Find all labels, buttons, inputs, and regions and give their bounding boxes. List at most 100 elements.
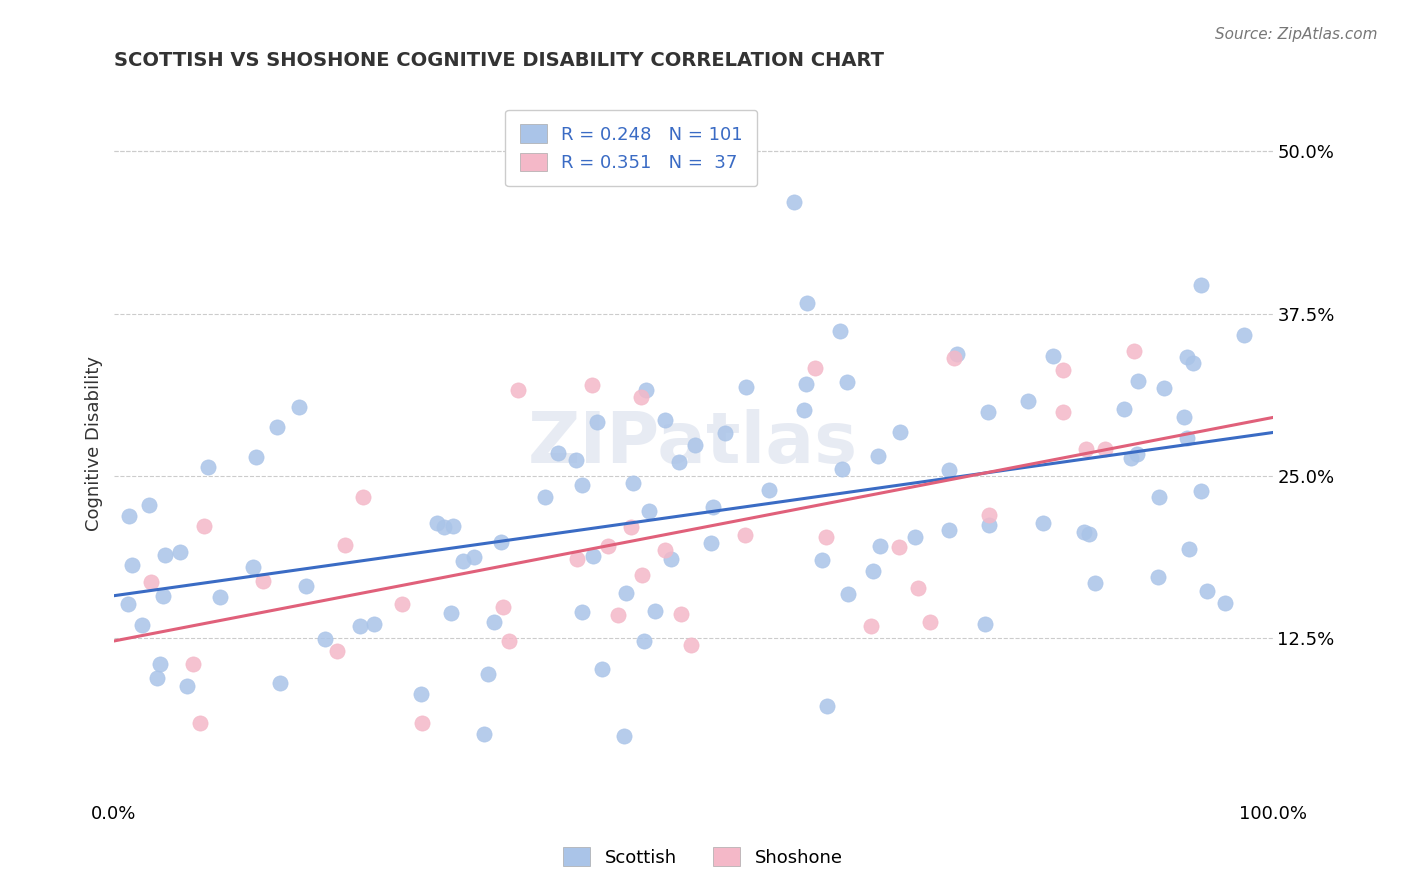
Point	[783, 194, 806, 209]
Point	[918, 615, 941, 630]
Point	[679, 638, 702, 652]
Point	[582, 549, 605, 563]
Point	[118, 508, 141, 523]
Point	[1175, 431, 1198, 445]
Point	[269, 676, 291, 690]
Point	[498, 633, 520, 648]
Point	[606, 608, 628, 623]
Point	[491, 534, 513, 549]
Point	[734, 528, 756, 542]
Point	[1077, 526, 1099, 541]
Point	[889, 425, 911, 439]
Point	[571, 605, 593, 619]
Point	[1213, 596, 1236, 610]
Point	[1084, 576, 1107, 591]
Point	[1032, 516, 1054, 530]
Point	[1147, 570, 1170, 584]
Point	[117, 597, 139, 611]
Point	[1189, 484, 1212, 499]
Point	[492, 600, 515, 615]
Point	[314, 632, 336, 646]
Point	[644, 604, 666, 618]
Point	[1123, 344, 1146, 359]
Point	[654, 412, 676, 426]
Point	[621, 476, 644, 491]
Point	[907, 581, 929, 595]
Point	[1052, 405, 1074, 419]
Point	[1191, 278, 1213, 293]
Point	[149, 657, 172, 671]
Point	[138, 498, 160, 512]
Point	[633, 634, 655, 648]
Point	[631, 568, 654, 582]
Point	[208, 590, 231, 604]
Point	[193, 519, 215, 533]
Point	[295, 579, 318, 593]
Point	[614, 586, 637, 600]
Point	[508, 383, 530, 397]
Point	[335, 538, 357, 552]
Point	[325, 644, 347, 658]
Point	[581, 377, 603, 392]
Point	[441, 518, 464, 533]
Text: ZIPatlas: ZIPatlas	[529, 409, 858, 478]
Point	[973, 616, 995, 631]
Point	[266, 419, 288, 434]
Point	[938, 523, 960, 537]
Point	[792, 402, 814, 417]
Point	[1052, 363, 1074, 377]
Point	[683, 438, 706, 452]
Point	[411, 687, 433, 701]
Point	[131, 618, 153, 632]
Point	[869, 540, 891, 554]
Point	[668, 455, 690, 469]
Point	[181, 657, 204, 671]
Point	[831, 461, 853, 475]
Point	[634, 383, 657, 397]
Point	[868, 449, 890, 463]
Point	[835, 376, 858, 390]
Point	[1233, 327, 1256, 342]
Point	[1197, 584, 1219, 599]
Point	[152, 589, 174, 603]
Point	[815, 699, 838, 714]
Point	[796, 295, 818, 310]
Point	[426, 516, 449, 530]
Point	[814, 529, 837, 543]
Point	[938, 463, 960, 477]
Text: SCOTTISH VS SHOSHONE COGNITIVE DISABILITY CORRELATION CHART: SCOTTISH VS SHOSHONE COGNITIVE DISABILIT…	[114, 51, 884, 70]
Point	[197, 459, 219, 474]
Point	[391, 597, 413, 611]
Point	[1126, 447, 1149, 461]
Point	[1073, 525, 1095, 540]
Point	[363, 617, 385, 632]
Point	[242, 560, 264, 574]
Point	[153, 549, 176, 563]
Point	[591, 661, 613, 675]
Point	[794, 377, 817, 392]
Point	[440, 606, 463, 620]
Point	[734, 380, 756, 394]
Point	[1112, 401, 1135, 416]
Point	[946, 347, 969, 361]
Point	[1126, 374, 1149, 388]
Point	[349, 619, 371, 633]
Point	[613, 729, 636, 743]
Point	[1153, 381, 1175, 395]
Point	[169, 545, 191, 559]
Point	[1173, 409, 1195, 424]
Point	[862, 564, 884, 578]
Point	[943, 351, 966, 365]
Legend: R = 0.248   N = 101, R = 0.351   N =  37: R = 0.248 N = 101, R = 0.351 N = 37	[505, 110, 758, 186]
Point	[977, 518, 1000, 533]
Point	[889, 540, 911, 554]
Point	[571, 478, 593, 492]
Point	[758, 483, 780, 497]
Point	[433, 520, 456, 534]
Y-axis label: Cognitive Disability: Cognitive Disability	[86, 356, 103, 531]
Point	[121, 558, 143, 573]
Point	[596, 540, 619, 554]
Point	[702, 500, 724, 514]
Text: Source: ZipAtlas.com: Source: ZipAtlas.com	[1215, 27, 1378, 42]
Point	[477, 667, 499, 681]
